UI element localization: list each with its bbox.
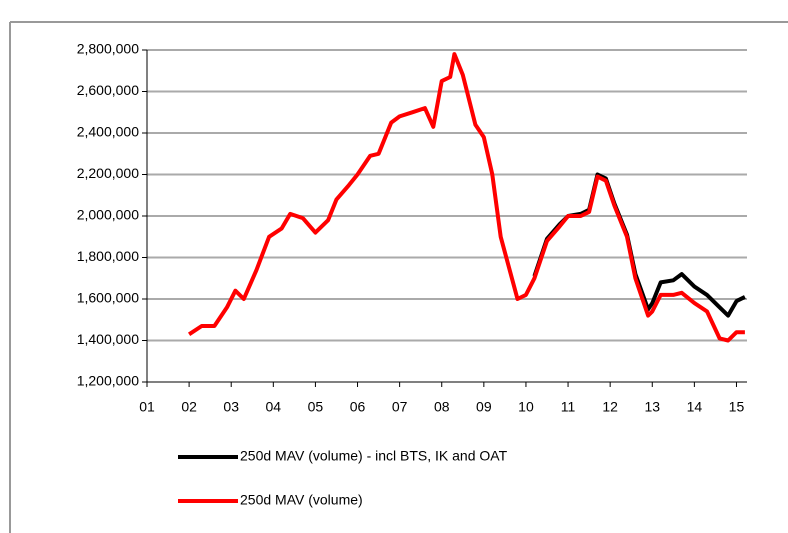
- x-tick-label: 12: [602, 399, 618, 415]
- legend-label: 250d MAV (volume): [240, 492, 363, 508]
- x-tick-label: 11: [561, 399, 576, 415]
- y-tick-label: 1,200,000: [77, 373, 139, 389]
- x-tick-label: 06: [350, 399, 366, 415]
- y-tick-label: 2,600,000: [77, 82, 139, 98]
- x-tick-label: 03: [223, 399, 239, 415]
- legend-label: 250d MAV (volume) - incl BTS, IK and OAT: [240, 448, 508, 464]
- line-series: [187, 52, 745, 343]
- x-tick-label: 15: [729, 399, 745, 415]
- x-tick-label: 01: [139, 399, 155, 415]
- x-tick-label: 10: [518, 399, 534, 415]
- y-tick-label: 1,800,000: [77, 248, 139, 264]
- x-tick-label: 04: [266, 399, 282, 415]
- x-tick-label: 05: [308, 399, 324, 415]
- y-tick-label: 2,400,000: [77, 124, 139, 140]
- x-tick-label: 02: [181, 399, 197, 415]
- y-tick-label: 1,400,000: [77, 331, 139, 347]
- y-tick-label: 2,200,000: [77, 165, 139, 181]
- x-tick-label: 08: [434, 399, 450, 415]
- y-tick-label: 1,600,000: [77, 290, 139, 306]
- y-tick-label: 2,000,000: [77, 207, 139, 223]
- x-tick-label: 13: [644, 399, 660, 415]
- x-tick-label: 14: [687, 399, 703, 415]
- x-tick-label: 09: [476, 399, 492, 415]
- x-tick-label: 07: [392, 399, 408, 415]
- y-tick-label: 2,800,000: [77, 41, 139, 57]
